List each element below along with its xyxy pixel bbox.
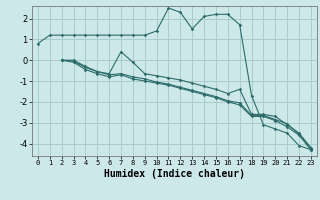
X-axis label: Humidex (Indice chaleur): Humidex (Indice chaleur) [104,169,245,179]
